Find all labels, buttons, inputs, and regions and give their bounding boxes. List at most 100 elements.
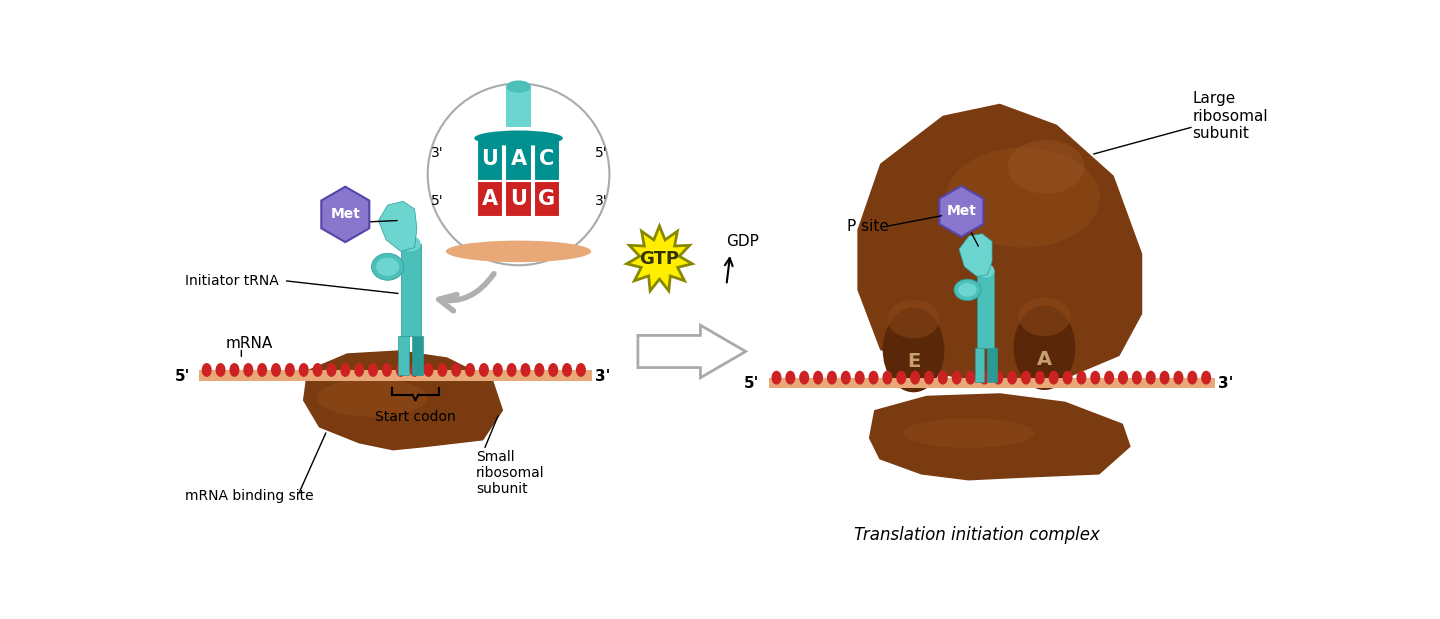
Ellipse shape: [354, 363, 364, 377]
Ellipse shape: [382, 363, 392, 377]
Polygon shape: [321, 187, 369, 242]
Text: Translation initiation complex: Translation initiation complex: [854, 526, 1100, 543]
Ellipse shape: [924, 371, 935, 384]
Ellipse shape: [887, 300, 940, 339]
Ellipse shape: [507, 363, 517, 377]
Text: Initiator tRNA: Initiator tRNA: [186, 274, 279, 288]
Polygon shape: [302, 350, 503, 451]
Ellipse shape: [785, 371, 795, 384]
Ellipse shape: [1077, 371, 1086, 384]
Ellipse shape: [772, 371, 782, 384]
Text: 5': 5': [744, 376, 759, 391]
Text: A: A: [511, 149, 527, 170]
Ellipse shape: [1035, 371, 1045, 384]
Polygon shape: [638, 325, 746, 378]
Ellipse shape: [271, 363, 281, 377]
Ellipse shape: [841, 371, 851, 384]
Ellipse shape: [868, 371, 878, 384]
Ellipse shape: [465, 363, 475, 377]
Ellipse shape: [507, 80, 531, 93]
Polygon shape: [857, 104, 1142, 386]
Ellipse shape: [1018, 298, 1071, 336]
Ellipse shape: [958, 283, 976, 297]
Ellipse shape: [474, 131, 563, 146]
Bar: [199, 370, 592, 381]
Ellipse shape: [827, 371, 837, 384]
Bar: [975, 348, 985, 383]
Ellipse shape: [799, 371, 809, 384]
Polygon shape: [626, 226, 693, 291]
Text: A: A: [482, 189, 498, 209]
Ellipse shape: [1146, 371, 1156, 384]
Ellipse shape: [1007, 371, 1017, 384]
Ellipse shape: [978, 264, 995, 277]
Bar: [412, 336, 423, 374]
Ellipse shape: [534, 363, 544, 377]
Ellipse shape: [1132, 371, 1142, 384]
Ellipse shape: [1104, 371, 1115, 384]
Ellipse shape: [966, 371, 975, 384]
Text: U: U: [510, 189, 527, 209]
Ellipse shape: [562, 363, 572, 377]
Ellipse shape: [1014, 305, 1076, 390]
Text: C: C: [540, 149, 554, 170]
Bar: [399, 336, 409, 374]
Ellipse shape: [376, 258, 399, 276]
Text: Large
ribosomal
subunit: Large ribosomal subunit: [1192, 91, 1269, 141]
Ellipse shape: [451, 363, 461, 377]
Ellipse shape: [298, 363, 308, 377]
Ellipse shape: [883, 308, 945, 392]
Ellipse shape: [216, 363, 226, 377]
Ellipse shape: [400, 236, 420, 251]
Text: GTP: GTP: [639, 250, 680, 268]
Ellipse shape: [814, 371, 824, 384]
Text: 3': 3': [431, 146, 444, 160]
Ellipse shape: [438, 363, 448, 377]
Text: Start codon: Start codon: [374, 410, 455, 424]
Ellipse shape: [855, 371, 864, 384]
Text: Small
ribosomal
subunit: Small ribosomal subunit: [477, 450, 544, 496]
Ellipse shape: [1090, 371, 1100, 384]
Ellipse shape: [258, 363, 268, 377]
Bar: [534, 181, 560, 217]
Text: GDP: GDP: [726, 234, 759, 249]
Ellipse shape: [1159, 371, 1169, 384]
Ellipse shape: [372, 253, 403, 280]
Ellipse shape: [1201, 371, 1211, 384]
Text: 3': 3': [595, 194, 608, 207]
Ellipse shape: [979, 371, 989, 384]
Ellipse shape: [312, 363, 323, 377]
Text: Met: Met: [946, 204, 976, 219]
Bar: [769, 378, 1215, 389]
Text: P site: P site: [847, 219, 890, 234]
Bar: [477, 138, 503, 181]
Ellipse shape: [937, 371, 948, 384]
Ellipse shape: [327, 363, 337, 377]
Text: mRNA binding site: mRNA binding site: [186, 489, 314, 503]
Ellipse shape: [1117, 371, 1128, 384]
Ellipse shape: [1008, 140, 1084, 194]
Text: Met: Met: [330, 207, 360, 222]
Bar: [978, 271, 995, 348]
Ellipse shape: [229, 363, 239, 377]
Ellipse shape: [903, 418, 1034, 448]
Ellipse shape: [953, 279, 981, 301]
Ellipse shape: [317, 379, 428, 417]
Polygon shape: [379, 201, 418, 251]
Polygon shape: [868, 393, 1130, 480]
Ellipse shape: [202, 363, 212, 377]
Ellipse shape: [952, 371, 962, 384]
Ellipse shape: [1021, 371, 1031, 384]
Ellipse shape: [396, 363, 406, 377]
Circle shape: [428, 84, 609, 265]
Ellipse shape: [243, 363, 253, 377]
Ellipse shape: [1188, 371, 1197, 384]
Bar: [505, 138, 531, 181]
Ellipse shape: [369, 363, 379, 377]
Ellipse shape: [492, 363, 503, 377]
Ellipse shape: [549, 363, 559, 377]
Ellipse shape: [994, 371, 1004, 384]
Text: G: G: [539, 189, 556, 209]
Text: E: E: [907, 352, 920, 371]
Ellipse shape: [446, 241, 592, 262]
